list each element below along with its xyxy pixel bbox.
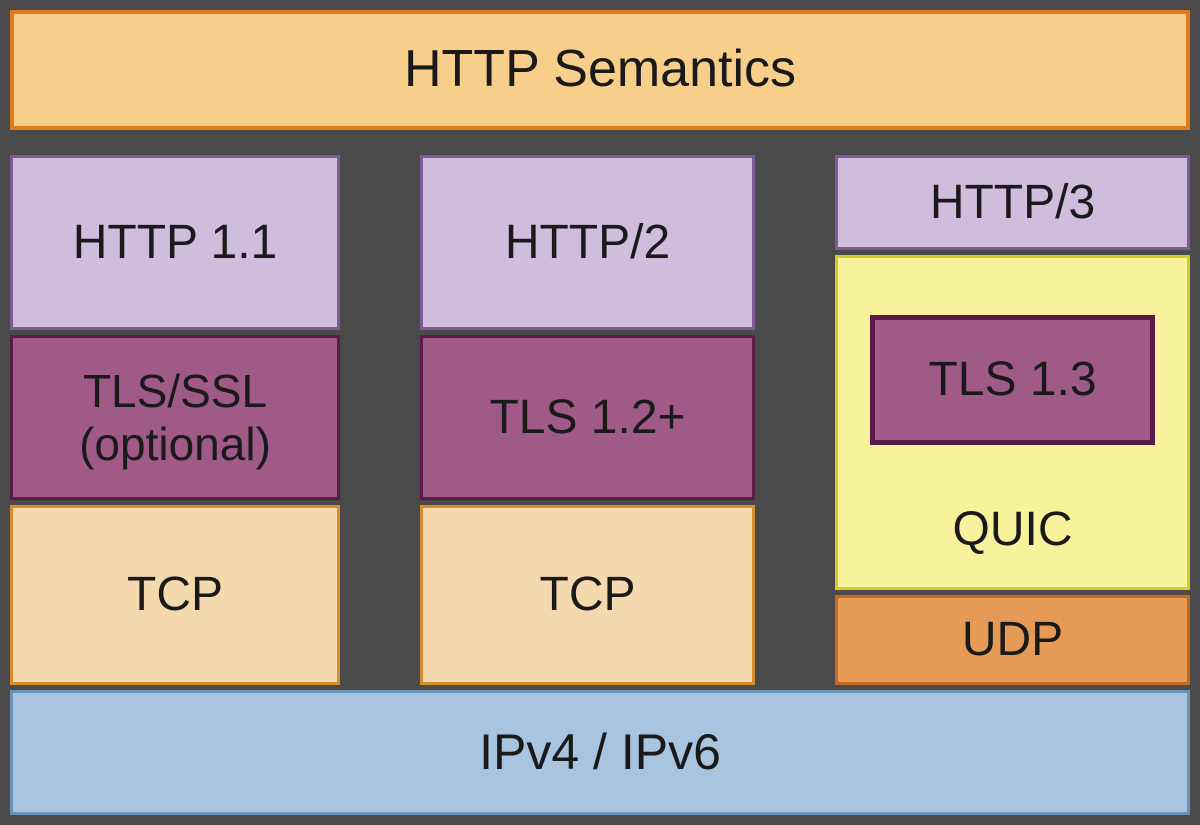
layer-label: UDP <box>962 612 1063 667</box>
layer-http-semantics: HTTP Semantics <box>10 10 1190 130</box>
layer-tcp-1: TCP <box>10 505 340 685</box>
layer-label: HTTP/2 <box>505 215 670 270</box>
layer-tls13: TLS 1.3 <box>870 315 1155 445</box>
layer-http2: HTTP/2 <box>420 155 755 330</box>
layer-label: TCP <box>127 567 223 622</box>
layer-http3: HTTP/3 <box>835 155 1190 250</box>
http-stack-diagram: HTTP Semantics HTTP 1.1 TLS/SSL(optional… <box>0 0 1200 825</box>
layer-label: TLS 1.3 <box>928 352 1096 407</box>
layer-label: IPv4 / IPv6 <box>479 724 721 782</box>
layer-label: HTTP/3 <box>930 175 1095 230</box>
layer-label: TLS/SSL(optional) <box>79 365 271 471</box>
layer-udp: UDP <box>835 595 1190 685</box>
layer-label: TCP <box>540 567 636 622</box>
layer-tcp-2: TCP <box>420 505 755 685</box>
layer-label: HTTP 1.1 <box>73 215 278 270</box>
layer-label: QUIC <box>953 502 1073 557</box>
layer-tls-optional: TLS/SSL(optional) <box>10 335 340 500</box>
layer-tls12: TLS 1.2+ <box>420 335 755 500</box>
layer-ip: IPv4 / IPv6 <box>10 690 1190 815</box>
layer-label: TLS 1.2+ <box>489 390 685 445</box>
layer-label: HTTP Semantics <box>404 40 796 100</box>
layer-http11: HTTP 1.1 <box>10 155 340 330</box>
